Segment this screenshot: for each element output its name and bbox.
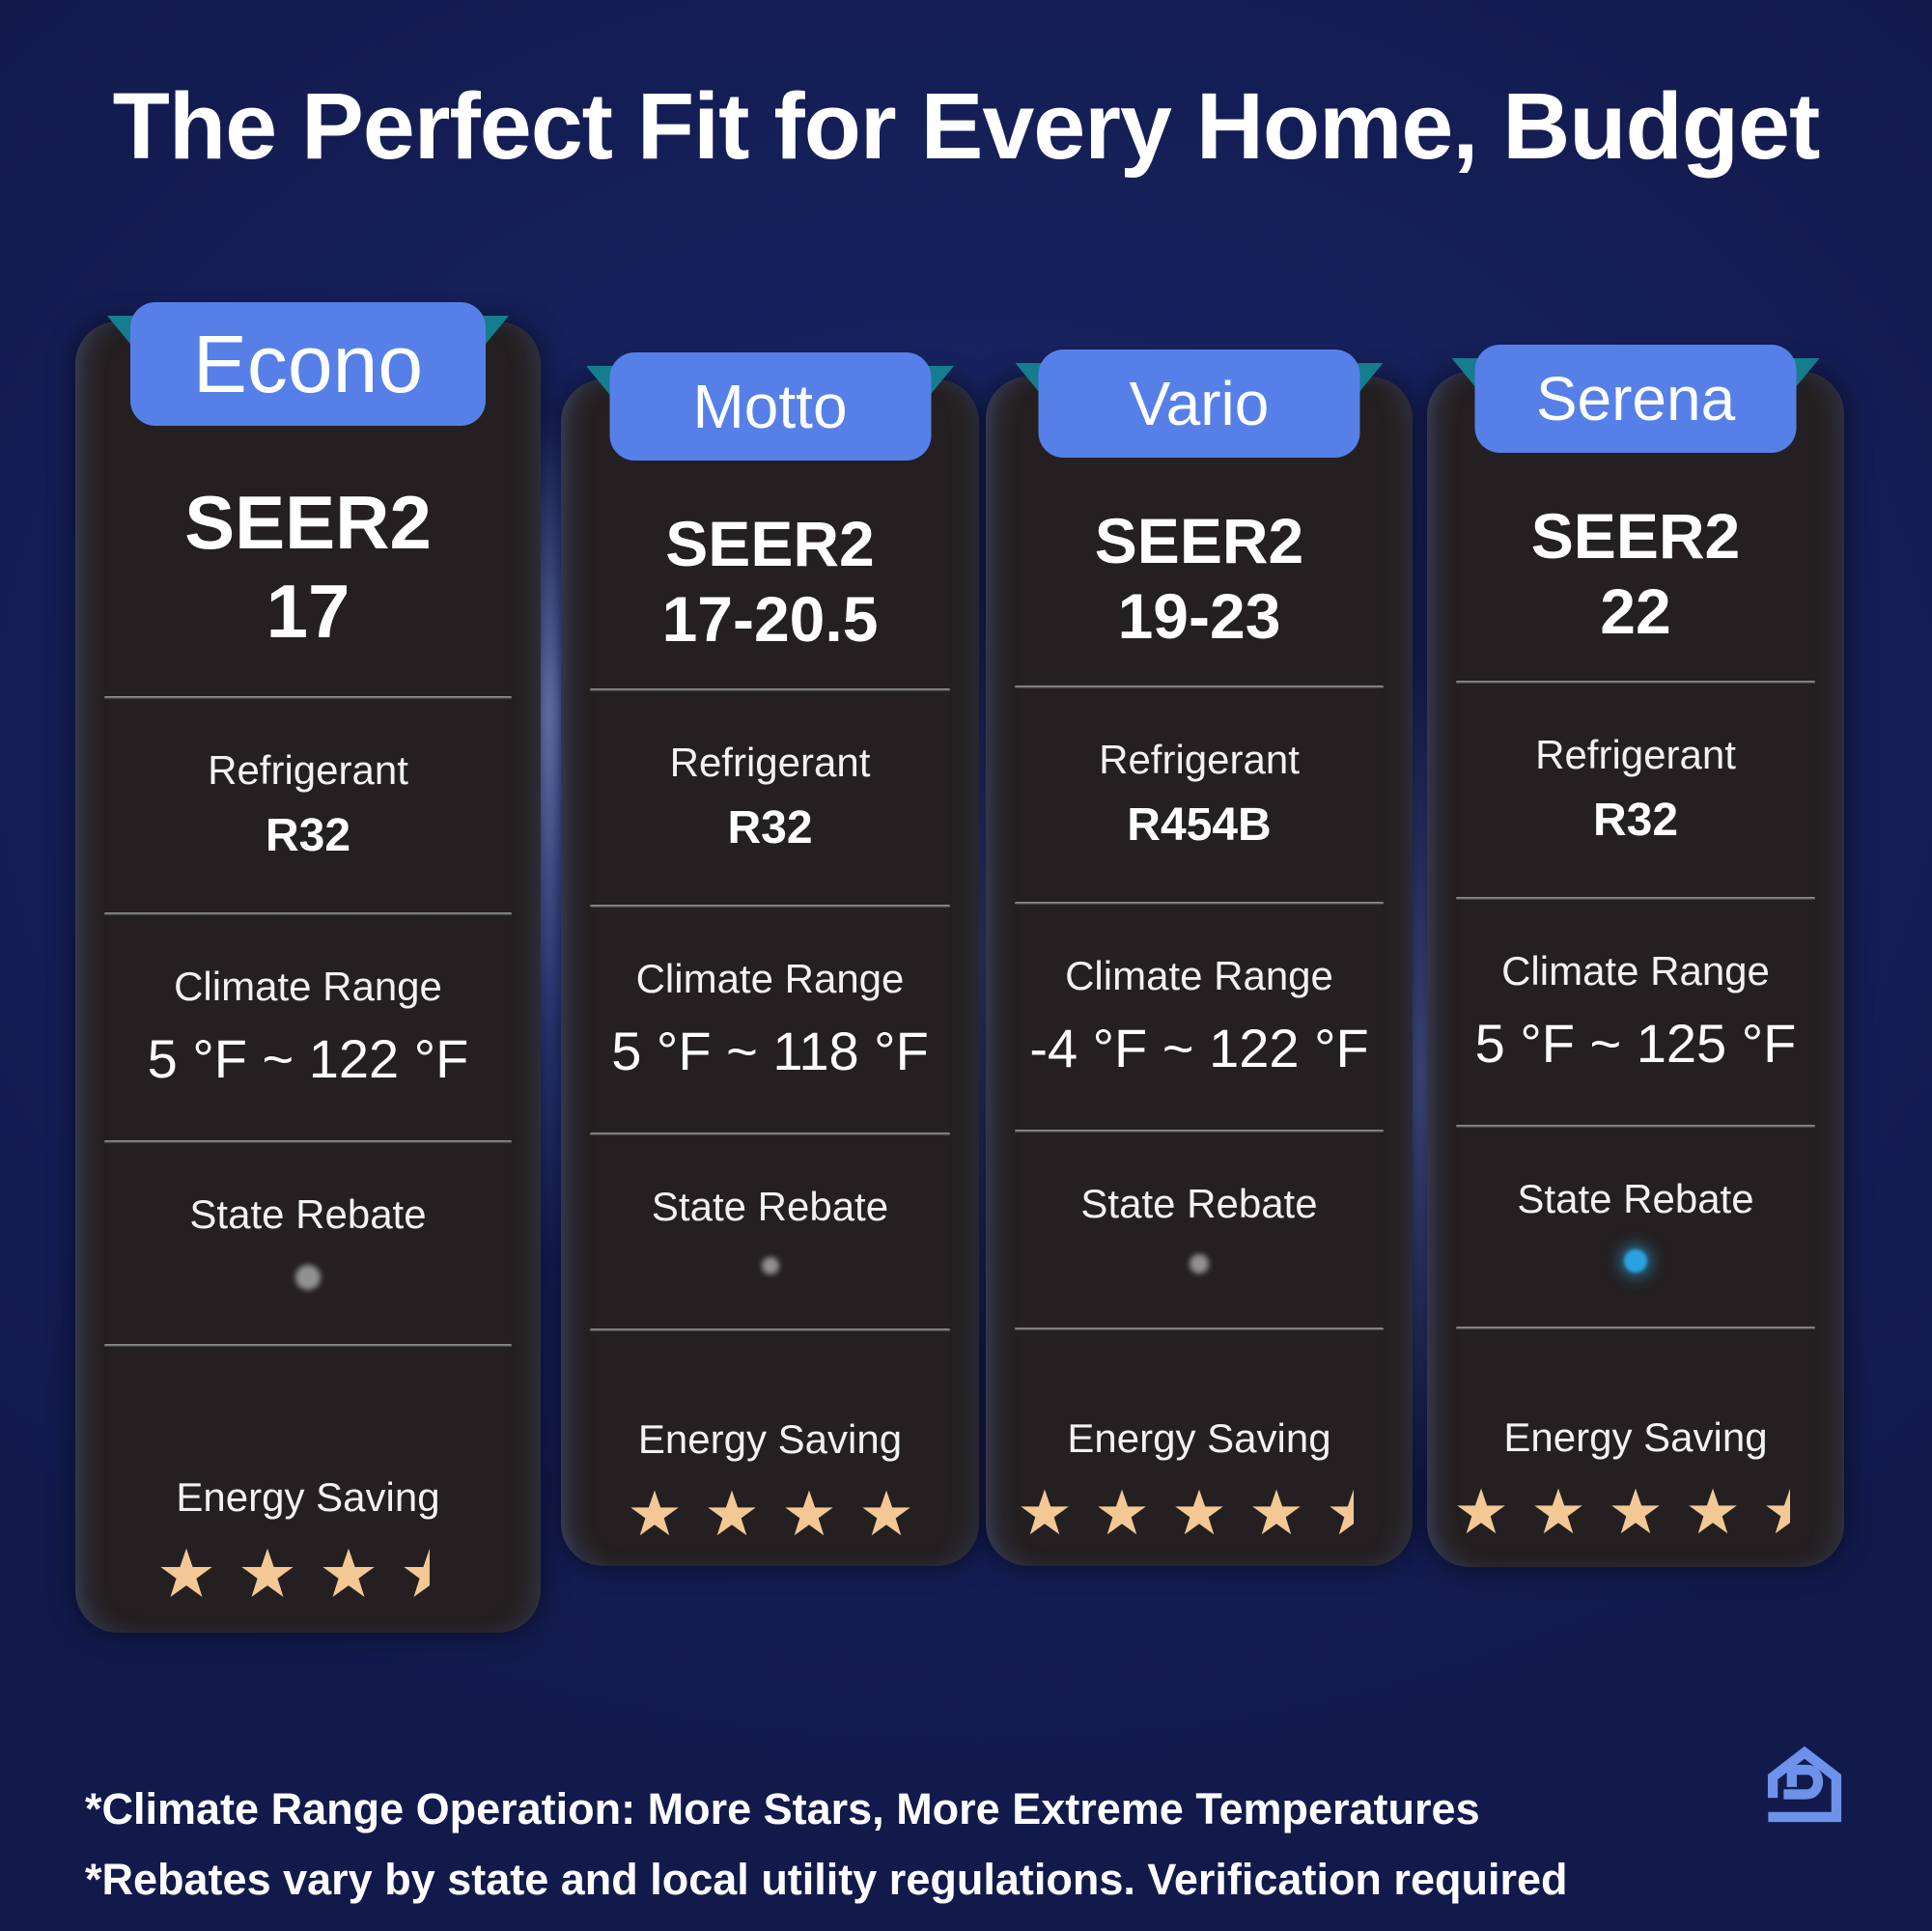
- star-icon: [1021, 1489, 1069, 1534]
- climate-range-label: Climate Range: [1501, 947, 1770, 993]
- climate-range-value: 5 °F ~ 122 °F: [147, 1028, 469, 1090]
- star-icon: [1689, 1488, 1737, 1533]
- divider: [1015, 685, 1384, 688]
- climate-range-value: 5 °F ~ 118 °F: [611, 1020, 929, 1081]
- seer2-label: SEER2: [665, 508, 875, 579]
- seer2-value: 17: [266, 569, 350, 655]
- footnote-rebates: *Rebates vary by state and local utility…: [85, 1854, 1568, 1904]
- star-icon: [241, 1548, 294, 1598]
- divider: [1456, 680, 1815, 684]
- brand-logo: [1759, 1736, 1850, 1834]
- state-rebate-indicator-dot: [295, 1265, 321, 1291]
- star-icon: [630, 1490, 679, 1535]
- state-rebate-label: State Rebate: [1080, 1180, 1318, 1226]
- page-title: The Perfect Fit for Every Home, Budget: [112, 73, 1821, 179]
- seer2-value: 19-23: [1117, 579, 1281, 652]
- star-icon: [1611, 1488, 1660, 1533]
- seer2-label: SEER2: [184, 480, 432, 565]
- product-tab-wrap: Vario: [1039, 350, 1360, 458]
- divider: [1456, 1326, 1815, 1329]
- energy-saving-label: Energy Saving: [637, 1415, 903, 1462]
- product-tab-wrap: Econo: [130, 302, 486, 426]
- climate-range-label: Climate Range: [1065, 952, 1333, 998]
- energy-saving-label: Energy Saving: [1503, 1413, 1768, 1460]
- star-icon: [1457, 1488, 1505, 1533]
- state-rebate-label: State Rebate: [189, 1191, 427, 1238]
- state-rebate-indicator-dot: [1190, 1253, 1209, 1273]
- product-tab-wrap: Motto: [609, 352, 931, 461]
- star-icon: [160, 1548, 212, 1598]
- energy-saving-label: Energy Saving: [1067, 1414, 1331, 1461]
- state-rebate-label: State Rebate: [1517, 1175, 1754, 1221]
- refrigerant-value: R32: [727, 801, 813, 854]
- star-icon: [322, 1548, 375, 1598]
- house-logo-icon: [1767, 1746, 1842, 1823]
- star-icon: [707, 1490, 756, 1535]
- star-icon: [1098, 1489, 1146, 1534]
- product-tab-label: Motto: [609, 352, 931, 461]
- climate-range-value: -4 °F ~ 122 °F: [1029, 1017, 1369, 1078]
- divider: [590, 904, 950, 908]
- star-icon: [784, 1490, 833, 1535]
- refrigerant-label: Refrigerant: [1099, 736, 1300, 782]
- climate-range-value: 5 °F ~ 125 °F: [1474, 1012, 1797, 1074]
- star-rating: [561, 1488, 979, 1538]
- product-tab-label: Econo: [130, 302, 486, 426]
- divider: [104, 912, 512, 916]
- seer2-value: 17-20.5: [661, 582, 879, 655]
- divider: [590, 1132, 950, 1135]
- half-star-icon: [404, 1548, 430, 1598]
- product-tab-wrap: Serena: [1475, 345, 1797, 453]
- star-icon: [1534, 1488, 1582, 1533]
- refrigerant-value: R32: [265, 810, 351, 862]
- state-rebate-indicator-dot: [1624, 1248, 1647, 1273]
- product-card-motto: Motto SEER2 17-20.5 Refrigerant R32 Clim…: [561, 352, 979, 1566]
- state-rebate-indicator-dot: [761, 1256, 779, 1274]
- product-card-serena: Serena SEER2 22 Refrigerant R32 Climate …: [1427, 345, 1844, 1567]
- divider: [590, 1328, 950, 1331]
- footnotes: *Climate Range Operation: More Stars, Mo…: [85, 1775, 1567, 1916]
- product-tab-label: Vario: [1038, 350, 1360, 458]
- product-card-econo: Econo SEER2 17 Refrigerant R32 Climate R…: [75, 302, 541, 1633]
- divider: [104, 1344, 512, 1348]
- divider: [1456, 1124, 1815, 1128]
- state-rebate-label: State Rebate: [651, 1183, 889, 1229]
- half-star-icon: [1330, 1489, 1354, 1534]
- divider: [1015, 901, 1384, 905]
- product-tab-label: Serena: [1474, 345, 1797, 453]
- star-icon: [861, 1490, 910, 1535]
- seer2-label: SEER2: [1530, 500, 1741, 572]
- refrigerant-label: Refrigerant: [208, 747, 408, 794]
- refrigerant-value: R454B: [1127, 798, 1272, 851]
- refrigerant-value: R32: [1592, 794, 1679, 846]
- divider: [104, 696, 512, 700]
- footnote-climate: *Climate Range Operation: More Stars, Mo…: [85, 1784, 1480, 1833]
- star-icon: [1175, 1489, 1223, 1534]
- divider: [1456, 896, 1815, 900]
- star-rating: [1427, 1486, 1844, 1536]
- divider: [104, 1140, 512, 1144]
- half-star-icon: [1766, 1488, 1790, 1533]
- divider: [590, 687, 950, 691]
- star-rating: [986, 1487, 1413, 1537]
- energy-saving-label: Energy Saving: [176, 1474, 440, 1521]
- refrigerant-label: Refrigerant: [669, 739, 871, 785]
- climate-range-label: Climate Range: [174, 964, 442, 1010]
- product-card-vario: Vario SEER2 19-23 Refrigerant R454B Clim…: [986, 350, 1413, 1566]
- star-icon: [1252, 1489, 1301, 1534]
- divider: [1015, 1129, 1384, 1133]
- seer2-label: SEER2: [1094, 505, 1304, 576]
- climate-range-label: Climate Range: [635, 955, 905, 1001]
- star-rating: [75, 1546, 541, 1600]
- seer2-value: 22: [1600, 574, 1671, 647]
- divider: [1015, 1327, 1384, 1330]
- refrigerant-label: Refrigerant: [1535, 731, 1736, 777]
